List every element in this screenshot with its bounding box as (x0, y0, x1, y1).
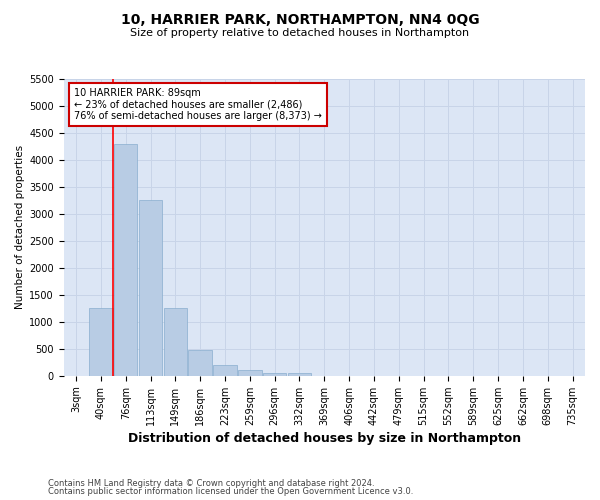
Bar (288, 373, 311, 376)
Bar (139, 200, 163, 376)
Text: Contains public sector information licensed under the Open Government Licence v3: Contains public sector information licen… (48, 487, 413, 496)
Text: 10 HARRIER PARK: 89sqm
← 23% of detached houses are smaller (2,486)
76% of semi-: 10 HARRIER PARK: 89sqm ← 23% of detached… (74, 88, 322, 121)
X-axis label: Distribution of detached houses by size in Northampton: Distribution of detached houses by size … (128, 432, 521, 445)
Bar (238, 370, 262, 376)
Bar (164, 308, 187, 376)
Bar (89, 308, 113, 376)
Y-axis label: Number of detached properties: Number of detached properties (15, 146, 25, 310)
Text: Size of property relative to detached houses in Northampton: Size of property relative to detached ho… (130, 28, 470, 38)
Bar (263, 372, 286, 376)
Bar (213, 365, 237, 376)
Text: 10, HARRIER PARK, NORTHAMPTON, NN4 0QG: 10, HARRIER PARK, NORTHAMPTON, NN4 0QG (121, 12, 479, 26)
Text: Contains HM Land Registry data © Crown copyright and database right 2024.: Contains HM Land Registry data © Crown c… (48, 478, 374, 488)
Bar (188, 350, 212, 376)
Bar (114, 144, 137, 376)
